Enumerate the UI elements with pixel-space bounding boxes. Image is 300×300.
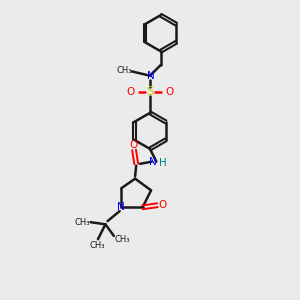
Text: O: O [130,140,138,150]
Text: S: S [146,85,154,98]
Text: CH₃: CH₃ [117,66,132,75]
Text: O: O [127,87,135,97]
Text: CH₃: CH₃ [114,235,130,244]
Text: O: O [165,87,173,97]
Text: N: N [146,71,154,81]
Text: O: O [158,200,166,210]
Text: CH₃: CH₃ [75,218,90,227]
Text: N: N [149,157,157,167]
Text: H: H [159,158,167,168]
Text: N: N [117,202,125,212]
Text: CH₃: CH₃ [89,241,105,250]
